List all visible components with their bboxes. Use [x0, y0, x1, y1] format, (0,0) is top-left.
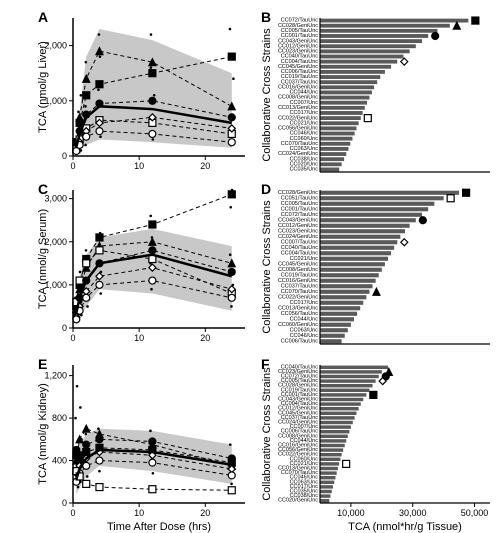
svg-text:0: 0: [62, 498, 67, 508]
svg-text:TCA (nmol/g Liver): TCA (nmol/g Liver): [37, 41, 49, 133]
xaxis-label-right: TCA (nmol*hr/g Tissue): [320, 521, 490, 533]
svg-text:C: C: [38, 181, 48, 197]
svg-text:30,000: 30,000: [399, 508, 427, 518]
svg-text:A: A: [38, 9, 48, 25]
svg-text:CC020/GeniUnc: CC020/GeniUnc: [278, 498, 318, 504]
svg-text:10: 10: [134, 161, 144, 171]
svg-text:Collaborative Cross Strains: Collaborative Cross Strains: [261, 200, 273, 334]
svg-text:TCA (nmol/g Kidney): TCA (nmol/g Kidney): [37, 383, 49, 484]
svg-text:TCA (nmol/g Serum): TCA (nmol/g Serum): [37, 209, 49, 309]
svg-text:B: B: [261, 9, 271, 25]
xaxis-label-left: Time After Dose (hrs): [73, 521, 245, 533]
svg-text:800: 800: [52, 413, 67, 423]
svg-text:20: 20: [200, 161, 210, 171]
svg-text:D: D: [261, 181, 271, 197]
svg-text:400: 400: [52, 456, 67, 466]
svg-text:0: 0: [62, 151, 67, 161]
svg-text:10: 10: [134, 508, 144, 518]
svg-text:E: E: [38, 356, 47, 372]
svg-text:10,000: 10,000: [337, 508, 365, 518]
svg-text:20: 20: [200, 508, 210, 518]
svg-text:0: 0: [70, 161, 75, 171]
svg-text:10: 10: [134, 333, 144, 343]
svg-text:Collaborative Cross Strains: Collaborative Cross Strains: [261, 367, 273, 501]
svg-text:0: 0: [70, 333, 75, 343]
svg-text:20: 20: [200, 333, 210, 343]
svg-text:1,200: 1,200: [44, 371, 67, 381]
svg-text:CC006/TauUnc: CC006/TauUnc: [281, 338, 319, 344]
svg-text:0: 0: [70, 508, 75, 518]
svg-text:50,000: 50,000: [461, 508, 489, 518]
svg-text:Collaborative Cross Strains: Collaborative Cross Strains: [261, 28, 273, 162]
svg-text:CC035/Unc: CC035/Unc: [290, 167, 319, 173]
svg-text:0: 0: [62, 323, 67, 333]
